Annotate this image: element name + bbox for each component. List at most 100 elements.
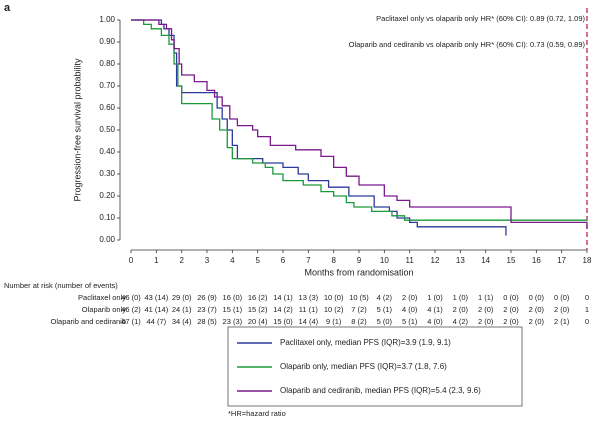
x-tick-label: 17 (557, 256, 566, 265)
x-tick-label: 8 (331, 256, 336, 265)
x-tick-label: 9 (357, 256, 362, 265)
risk-value: 26 (9) (197, 293, 217, 302)
y-axis-label: Progression-free survival probability (72, 58, 82, 202)
risk-row-label: Olaparib and cediranib (51, 317, 126, 326)
risk-value: 0 (0) (529, 293, 545, 302)
y-tick-label: 0.30 (99, 169, 115, 178)
x-tick-label: 4 (230, 256, 235, 265)
risk-value: 2 (0) (402, 293, 418, 302)
y-tick-label: 0.20 (99, 191, 115, 200)
risk-value: 14 (4) (299, 317, 319, 326)
x-tick-label: 12 (431, 256, 440, 265)
risk-value: 1 (0) (427, 293, 443, 302)
risk-value: 2 (0) (478, 317, 494, 326)
x-tick-label: 5 (255, 256, 260, 265)
risk-value: 8 (2) (351, 317, 367, 326)
legend-box (227, 326, 523, 407)
footnote: *HR=hazard ratio (228, 409, 286, 418)
y-tick-label: 0.80 (99, 59, 115, 68)
x-tick-label: 15 (507, 256, 516, 265)
risk-value: 1 (585, 305, 589, 314)
risk-value: 47 (1) (121, 317, 141, 326)
x-tick-label: 1 (154, 256, 159, 265)
x-tick-label: 3 (205, 256, 210, 265)
annotation: Olaparib and cediranib vs olaparib only … (349, 40, 586, 49)
risk-value: 4 (1) (427, 305, 443, 314)
risk-value: 4 (0) (427, 317, 443, 326)
y-tick-label: 0.90 (99, 37, 115, 46)
risk-value: 2 (0) (554, 305, 570, 314)
x-tick-label: 10 (380, 256, 389, 265)
risk-value: 10 (5) (349, 293, 369, 302)
risk-value: 5 (0) (377, 317, 393, 326)
risk-value: 28 (5) (197, 317, 217, 326)
x-tick-label: 18 (583, 256, 592, 265)
risk-value: 13 (3) (299, 293, 319, 302)
y-tick-label: 0.40 (99, 147, 115, 156)
risk-value: 14 (1) (273, 293, 293, 302)
y-tick-label: 1.00 (99, 15, 115, 24)
risk-value: 20 (4) (248, 317, 268, 326)
risk-value: 16 (2) (248, 293, 268, 302)
x-tick-label: 13 (456, 256, 465, 265)
x-tick-label: 11 (406, 256, 415, 265)
legend-label: Olaparib only, median PFS (IQR)=3.7 (1.8… (280, 362, 447, 371)
risk-value: 2 (0) (529, 305, 545, 314)
risk-value: 15 (1) (223, 305, 243, 314)
risk-value: 46 (0) (121, 293, 141, 302)
km-curve (131, 19, 507, 236)
risk-row-label: Olaparib only (82, 305, 126, 314)
risk-row-label: Paclitaxel only (78, 293, 126, 302)
risk-value: 46 (2) (121, 305, 141, 314)
y-tick-label: 0.60 (99, 103, 115, 112)
risk-value: 16 (0) (223, 293, 243, 302)
annotation: Paclitaxel only vs olaparib only HR* (60… (376, 14, 585, 23)
risk-table-title: Number at risk (number of events) (4, 281, 118, 290)
risk-value: 7 (2) (351, 305, 367, 314)
x-tick-label: 14 (481, 256, 490, 265)
y-tick-label: 0.00 (99, 235, 115, 244)
risk-value: 29 (0) (172, 293, 192, 302)
x-tick-label: 16 (532, 256, 541, 265)
risk-value: 9 (1) (326, 317, 342, 326)
risk-value: 41 (14) (144, 305, 168, 314)
risk-value: 1 (0) (453, 293, 469, 302)
x-tick-label: 6 (281, 256, 286, 265)
risk-value: 15 (2) (248, 305, 268, 314)
risk-value: 2 (0) (503, 317, 519, 326)
y-tick-label: 0.50 (99, 125, 115, 134)
x-axis-label: Months from randomisation (304, 267, 413, 277)
risk-value: 10 (0) (324, 293, 344, 302)
risk-value: 0 (585, 317, 589, 326)
risk-value: 4 (2) (377, 293, 393, 302)
km-curve (131, 19, 588, 229)
y-tick-label: 0.70 (99, 81, 115, 90)
risk-value: 10 (2) (324, 305, 344, 314)
risk-value: 4 (2) (453, 317, 469, 326)
risk-value: 44 (7) (147, 317, 167, 326)
panel-label: a (4, 2, 11, 14)
risk-value: 0 (0) (503, 293, 519, 302)
risk-value: 23 (7) (197, 305, 217, 314)
risk-value: 15 (0) (273, 317, 293, 326)
risk-value: 2 (0) (529, 317, 545, 326)
risk-value: 11 (1) (299, 305, 319, 314)
risk-value: 14 (2) (273, 305, 293, 314)
risk-value: 43 (14) (144, 293, 168, 302)
risk-value: 2 (0) (503, 305, 519, 314)
km-curve (131, 19, 587, 221)
x-tick-label: 2 (179, 256, 184, 265)
risk-value: 5 (1) (377, 305, 393, 314)
legend-label: Olaparib and cediranib, median PFS (IQR)… (280, 386, 481, 395)
legend-label: Paclitaxel only, median PFS (IQR)=3.9 (1… (280, 338, 451, 347)
y-tick-label: 0.10 (99, 213, 115, 222)
x-tick-label: 7 (306, 256, 311, 265)
risk-value: 0 (0) (554, 293, 570, 302)
risk-value: 0 (585, 293, 589, 302)
risk-value: 2 (0) (453, 305, 469, 314)
x-tick-label: 0 (129, 256, 134, 265)
risk-value: 1 (1) (478, 293, 494, 302)
risk-value: 5 (1) (402, 317, 418, 326)
risk-value: 24 (1) (172, 305, 192, 314)
